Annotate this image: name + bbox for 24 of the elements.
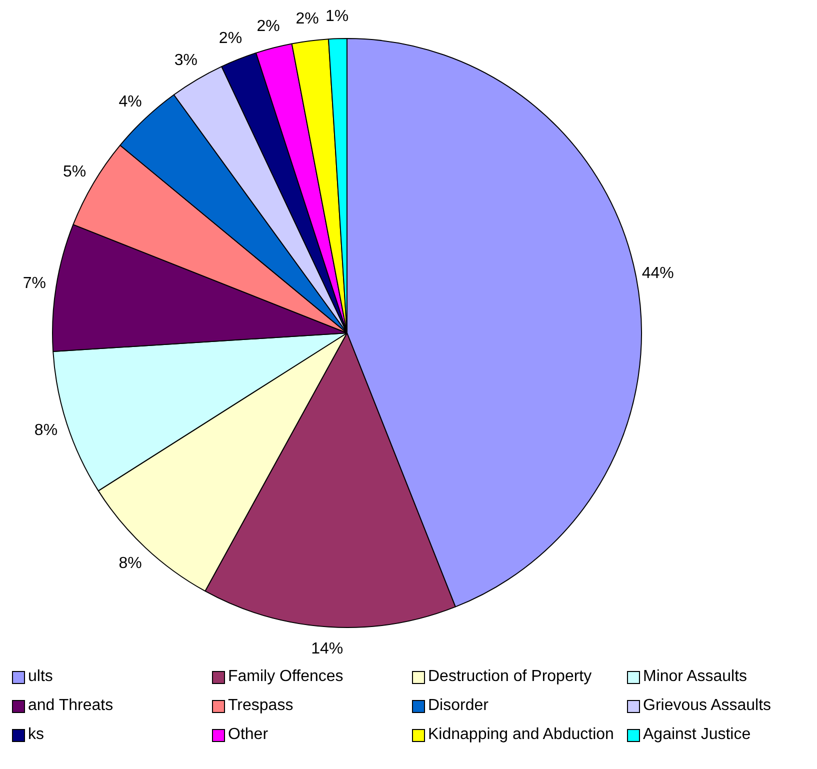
data-label: 2%	[296, 10, 319, 28]
data-label: 8%	[118, 555, 142, 572]
legend-label: ults	[28, 668, 53, 686]
data-label: 14%	[311, 640, 344, 658]
legend-label: Destruction of Property	[428, 668, 592, 686]
legend-label: Kidnapping and Abduction	[428, 726, 614, 744]
legend-label: Disorder	[428, 697, 488, 715]
legend-label: Trespass	[228, 697, 294, 715]
data-label: 8%	[34, 422, 58, 440]
data-label: 2%	[218, 30, 242, 48]
legend-label: ks	[28, 726, 44, 744]
legend-label: Minor Assaults	[643, 668, 748, 686]
legend-label: Family Offences	[228, 668, 344, 686]
legend-label: Other	[228, 726, 268, 744]
legend-label: Grievous Assaults	[643, 697, 772, 715]
data-label: 7%	[22, 274, 46, 292]
data-label: 44%	[642, 265, 674, 282]
legend-label: and Threats	[28, 697, 114, 715]
legend-label: Against Justice	[643, 726, 751, 744]
data-label: 2%	[256, 18, 280, 35]
data-label: 5%	[63, 163, 86, 180]
data-label: 3%	[174, 52, 198, 69]
data-label: 4%	[118, 94, 142, 111]
data-label: 1%	[325, 8, 349, 26]
